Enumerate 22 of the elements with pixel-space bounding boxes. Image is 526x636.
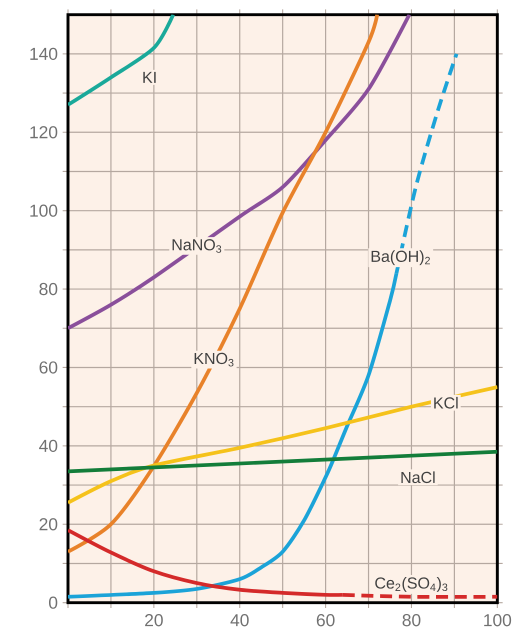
y-tick-label: 40: [39, 440, 58, 452]
x-tick-label: 40: [230, 614, 249, 626]
y-tick-label: 80: [39, 282, 58, 296]
x-tick-label: 20: [145, 614, 163, 626]
line-series: [68, 385, 498, 505]
y-tick-label: 100: [30, 204, 58, 217]
y-tick-label: 60: [40, 361, 58, 374]
y-tick-label: 0: [48, 596, 58, 609]
y-tick-label: 140: [30, 48, 58, 60]
annotation: NaNO$_{3}$: [172, 239, 222, 253]
annotation: KNO$_{3}$: [194, 352, 234, 366]
annotation: KCl: [434, 396, 458, 409]
y-tick-label: 120: [30, 126, 58, 138]
annotation: KI: [143, 72, 156, 83]
x-tick-label: 80: [402, 614, 420, 626]
line-series: [68, 14, 176, 107]
annotation: Ce$_{2}$(SO$_{4}$)$_{3}$: [375, 576, 448, 592]
annotation: Ba(OH)$_{2}$: [372, 250, 430, 266]
x-tick-label: 100: [484, 614, 512, 626]
annotation: NaCl: [401, 471, 435, 484]
y-tick-label: 20: [40, 518, 58, 530]
x-tick-label: 60: [316, 614, 335, 626]
